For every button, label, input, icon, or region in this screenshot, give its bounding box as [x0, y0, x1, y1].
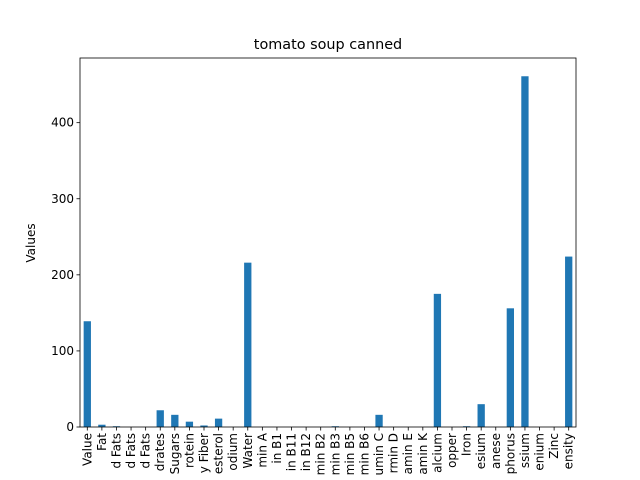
x-tick-label: ssium: [518, 433, 532, 468]
x-tick-label: Water: [241, 433, 255, 469]
bar: [506, 308, 514, 427]
x-tick-label: rotein: [182, 433, 196, 468]
y-tick-label: 0: [66, 420, 74, 434]
x-tick-label: enium: [533, 433, 547, 471]
bar: [375, 414, 383, 427]
x-axis: Value Fat d Fats d Fats d Fats drates Sugars ro…: [80, 427, 576, 475]
x-tick-label: rmin D: [387, 433, 401, 473]
x-tick-label: min A: [255, 432, 269, 467]
x-tick-label: d Fats: [124, 433, 138, 469]
x-tick-label: amin K: [416, 432, 430, 475]
chart-title: tomato soup canned: [254, 37, 402, 53]
x-tick-label: amin E: [401, 433, 415, 474]
x-tick-label: d Fats: [139, 433, 153, 469]
bar: [477, 404, 485, 427]
x-tick-label: in B12: [299, 433, 313, 471]
y-tick-label: 300: [51, 192, 74, 206]
x-tick-label: odium: [226, 433, 240, 471]
bar: [565, 256, 573, 427]
x-tick-label: min B5: [343, 433, 357, 475]
y-axis: 0 100 200 300 400: [51, 116, 80, 434]
x-tick-label: min B2: [314, 433, 328, 475]
x-tick-label: Value: [80, 433, 94, 466]
x-tick-label: d Fats: [109, 433, 123, 469]
bar: [521, 76, 529, 427]
x-tick-label: min B3: [328, 433, 342, 475]
x-tick-label: min B6: [357, 433, 371, 475]
y-tick-label: 400: [51, 116, 74, 130]
bar: [244, 262, 252, 427]
bars-group: [83, 76, 573, 427]
bar: [171, 414, 179, 427]
bar: [98, 424, 106, 427]
y-tick-label: 200: [51, 268, 74, 282]
x-tick-label: opper: [445, 433, 459, 468]
x-tick-label: ensity: [562, 433, 576, 469]
x-tick-label: in B1: [270, 433, 284, 464]
x-tick-label: Iron: [460, 433, 474, 456]
x-tick-label: in B11: [285, 433, 299, 471]
bar: [185, 421, 194, 427]
x-tick-label: esterol: [212, 433, 226, 474]
x-tick-label: anese: [489, 433, 503, 469]
y-axis-label: Values: [24, 223, 38, 262]
x-tick-label: esium: [474, 433, 488, 469]
x-tick-label: Zinc: [547, 433, 561, 459]
bar: [83, 321, 91, 427]
x-tick-label: Fat: [95, 433, 109, 451]
x-tick-label: phorus: [503, 433, 517, 474]
x-tick-label: drates: [153, 433, 167, 471]
bar: [200, 425, 208, 427]
bar: [156, 410, 164, 427]
plot-frame: [79, 57, 577, 428]
x-tick-label: Sugars: [168, 433, 182, 474]
bar: [433, 293, 442, 427]
x-tick-label: alcium: [430, 433, 444, 473]
bar: [214, 418, 223, 427]
x-tick-label: y Fiber: [197, 433, 211, 473]
x-tick-label: umin C: [372, 433, 386, 475]
y-tick-label: 100: [51, 344, 74, 358]
